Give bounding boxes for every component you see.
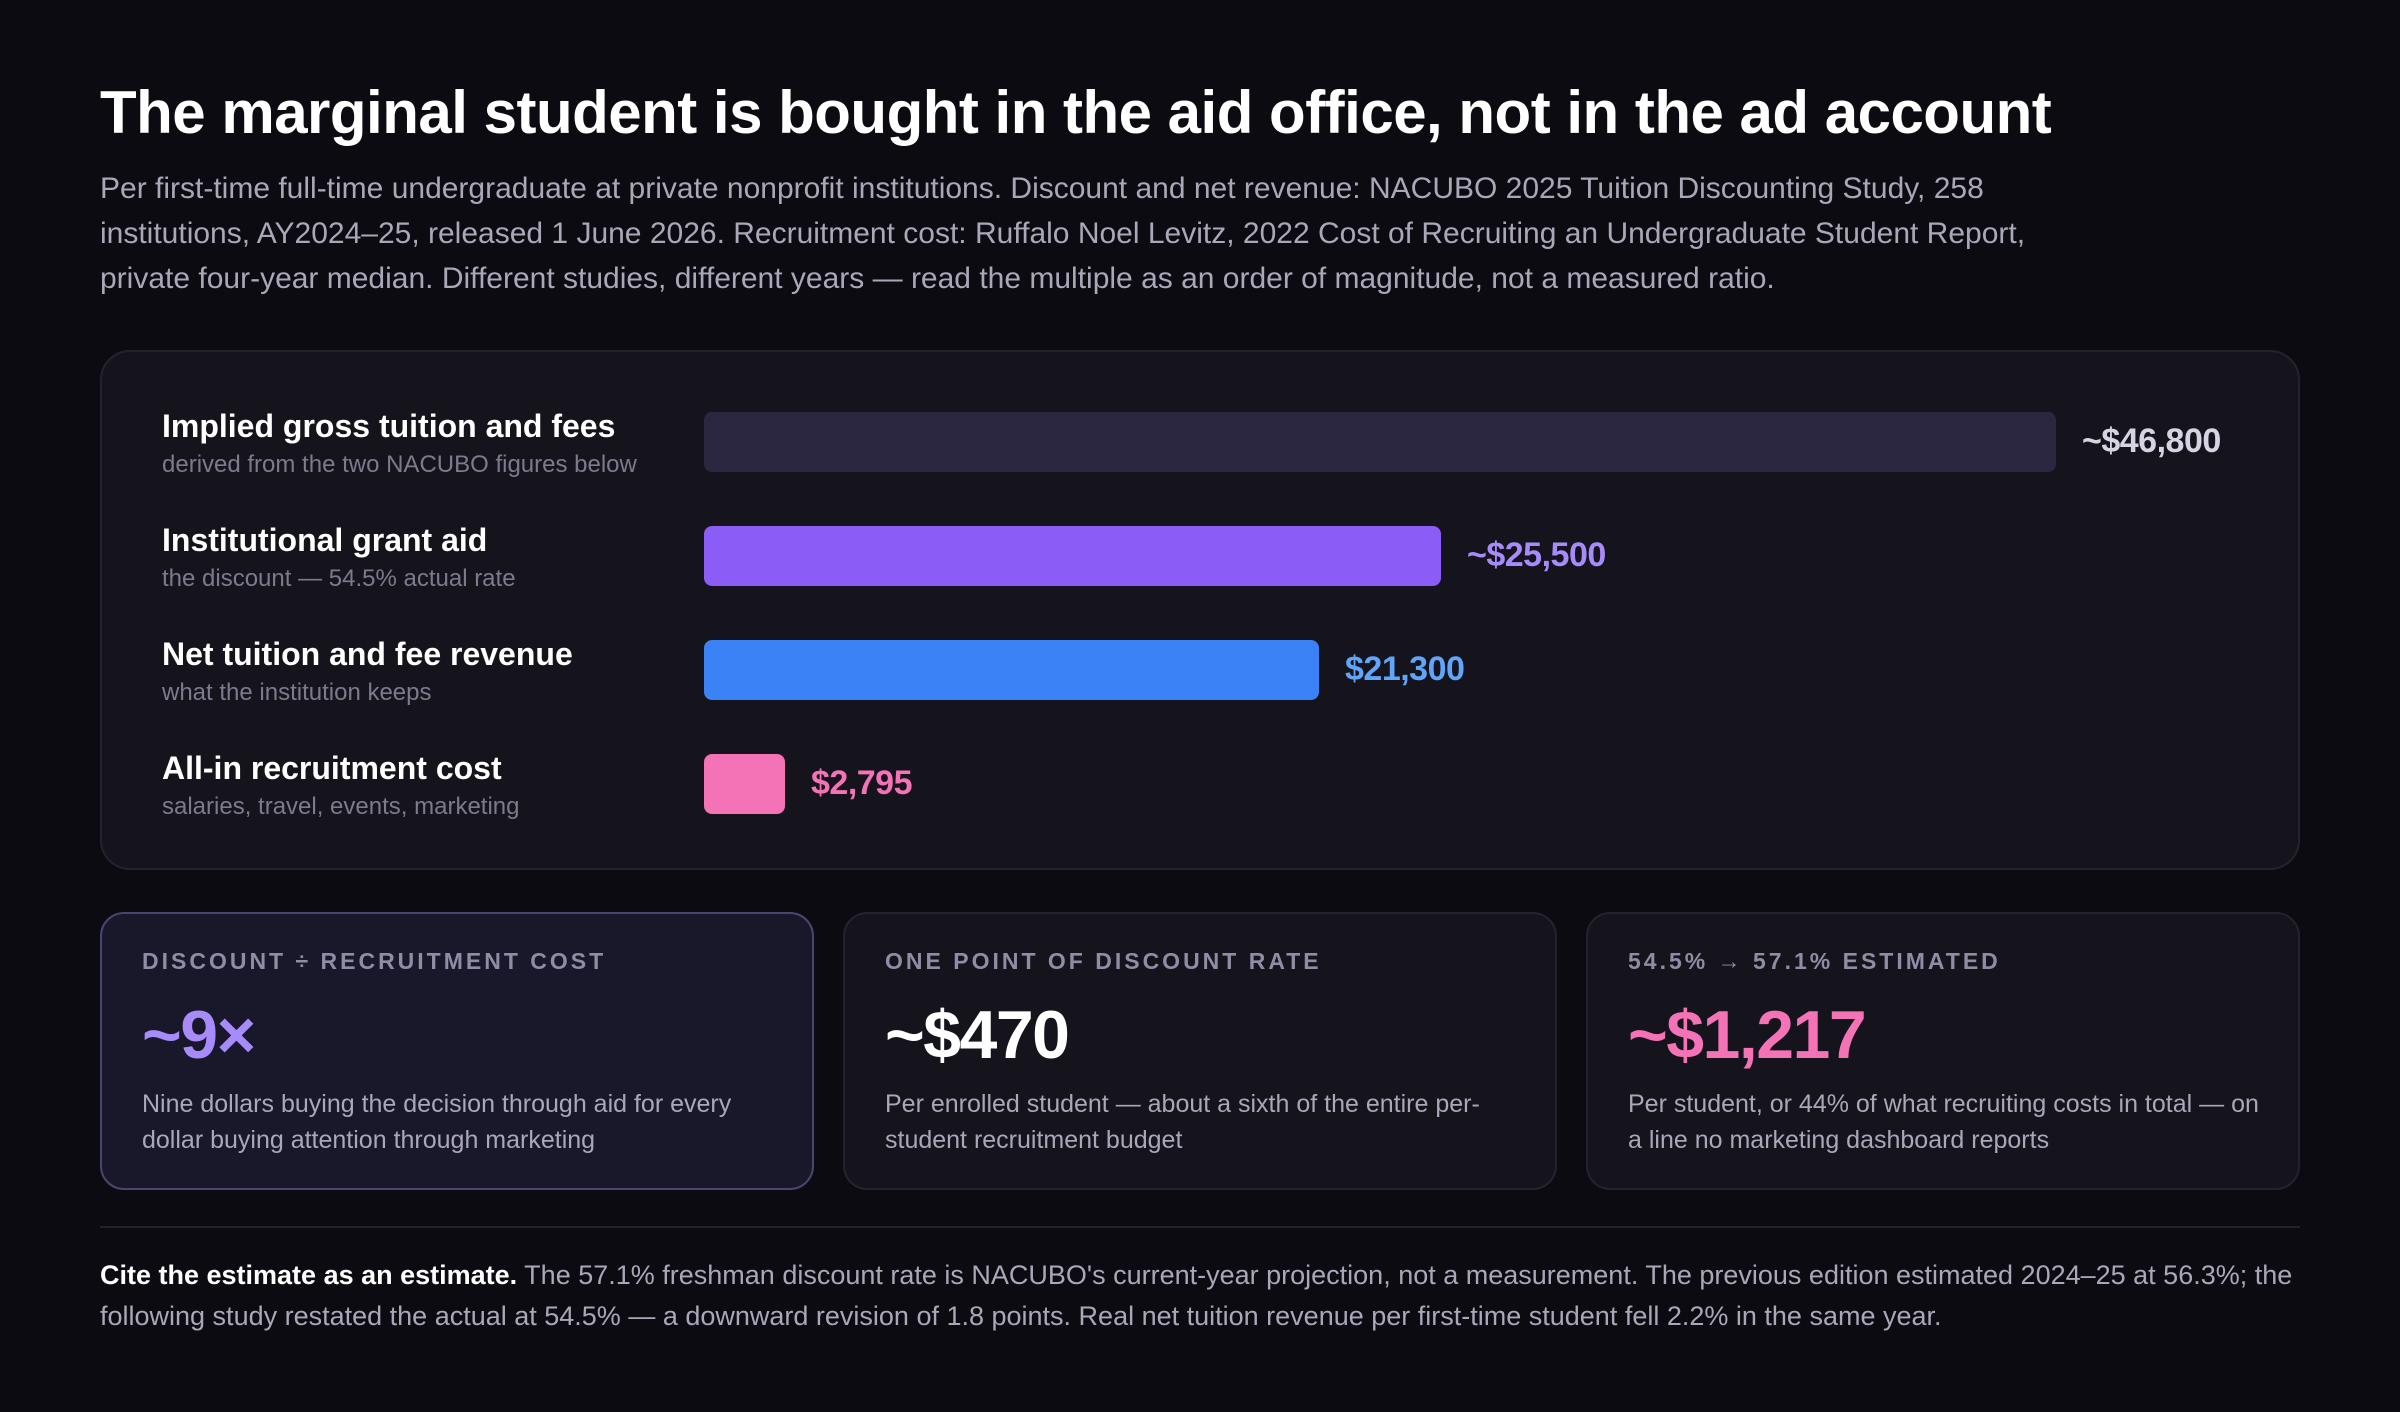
footnote-divider: [100, 1226, 2300, 1228]
bar: [704, 412, 2056, 472]
stat-card-kicker: ONE POINT OF DISCOUNT RATE: [885, 948, 1322, 974]
stat-card-multiple: DISCOUNT ÷ RECRUITMENT COST ~9× Nine dol…: [100, 912, 814, 1190]
stat-card-value: ~$1,217: [1628, 997, 1867, 1073]
stat-card-description: Per student, or 44% of what recruiting c…: [1628, 1090, 2259, 1154]
category-sublabel: salaries, travel, events, marketing: [162, 793, 520, 820]
stat-card-discount-point: ONE POINT OF DISCOUNT RATE ~$470 Per enr…: [843, 912, 1557, 1190]
bar: [704, 754, 785, 814]
stat-card-value: ~$470: [885, 997, 1070, 1073]
footnote-text: The 57.1% freshman discount rate is NACU…: [100, 1260, 2293, 1331]
category-label: Implied gross tuition and fees: [162, 408, 616, 444]
category-label: All-in recruitment cost: [162, 750, 502, 786]
bar-value-label: ~$25,500: [1467, 536, 1606, 574]
footnote-lead: Cite the estimate as an estimate.: [100, 1260, 518, 1290]
stat-card-description: Nine dollars buying the decision through…: [142, 1090, 732, 1154]
category-sublabel: derived from the two NACUBO figures belo…: [162, 451, 637, 478]
footnote: Cite the estimate as an estimate. The 57…: [100, 1255, 2300, 1337]
stat-cards: DISCOUNT ÷ RECRUITMENT COST ~9× Nine dol…: [100, 912, 2300, 1190]
bar: [704, 640, 1319, 700]
category-label: Institutional grant aid: [162, 522, 488, 558]
bar-row-label: All-in recruitment cost salaries, travel,…: [162, 750, 722, 821]
bar-row-label: Implied gross tuition and fees derived fr…: [162, 408, 722, 479]
bar-value-label: ~$46,800: [2082, 422, 2221, 460]
page-subtitle: Per first-time full-time undergraduate a…: [100, 172, 2026, 295]
page-title: The marginal student is bought in the ai…: [100, 79, 2052, 146]
stat-card-description: Per enrolled student — about a sixth of …: [885, 1090, 1480, 1154]
stat-card-kicker: 54.5% → 57.1% ESTIMATED: [1628, 948, 2001, 974]
stat-card-value: ~9×: [142, 997, 256, 1073]
category-label: Net tuition and fee revenue: [162, 636, 573, 672]
bar-value-label: $2,795: [811, 764, 913, 802]
category-sublabel: the discount — 54.5% actual rate: [162, 565, 516, 592]
bar-row-label: Institutional grant aid the discount — 54…: [162, 522, 722, 593]
bar: [704, 526, 1441, 586]
bar-row-label: Net tuition and fee revenue what the inst…: [162, 636, 722, 707]
bar-value-label: $21,300: [1345, 650, 1465, 688]
category-sublabel: what the institution keeps: [162, 679, 432, 706]
stat-card-kicker: DISCOUNT ÷ RECRUITMENT COST: [142, 948, 607, 974]
bar-chart-panel: Implied gross tuition and fees derived fr…: [100, 350, 2300, 870]
stat-card-estimated-rise: 54.5% → 57.1% ESTIMATED ~$1,217 Per stud…: [1586, 912, 2300, 1190]
